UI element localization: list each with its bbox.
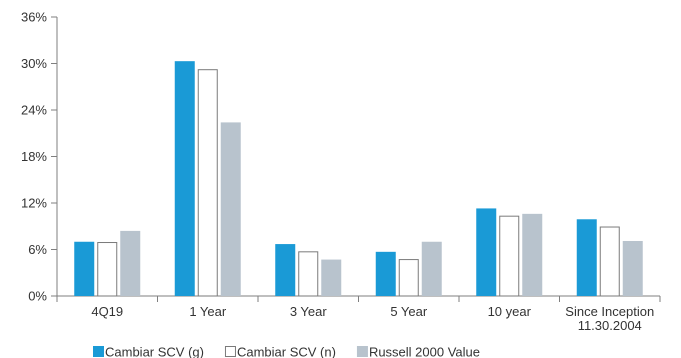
x-category-label: 3 Year (290, 304, 328, 319)
legend-label: Russell 2000 Value (369, 345, 480, 358)
bar-cambiar-scv-n (398, 259, 419, 297)
y-tick-label: 18% (21, 149, 47, 164)
x-category-label: 4Q19 (91, 304, 123, 319)
x-category-label: 11.30.2004 (578, 318, 642, 333)
bar-russell-2000-value (321, 259, 342, 296)
x-category-label: 10 year (488, 304, 532, 319)
bar-cambiar-scv-g (576, 219, 597, 296)
bar-cambiar-scv-g (74, 241, 95, 296)
bar-cambiar-scv-g (476, 208, 497, 296)
bar-russell-2000-value (421, 241, 442, 296)
bar-cambiar-scv-n (97, 242, 118, 297)
bar-cambiar-scv-n (298, 251, 319, 297)
bar-cambiar-scv-g (375, 251, 396, 296)
y-tick-label: 36% (21, 10, 47, 25)
bar-russell-2000-value (220, 122, 241, 297)
y-tick-label: 24% (21, 103, 47, 118)
x-category-label: 1 Year (189, 304, 227, 319)
bar-cambiar-scv-n (499, 215, 520, 297)
y-tick-label: 6% (28, 242, 47, 257)
y-axis: 0% 6% 12% 18% 24% 30% 36% (21, 10, 58, 304)
y-tick-label: 30% (21, 56, 47, 71)
y-tick-label: 12% (21, 196, 47, 211)
legend: Cambiar SCV (g) Cambiar SCV (n) Russell 20… (93, 345, 480, 358)
legend-swatch (93, 346, 104, 357)
legend-swatch (356, 346, 368, 357)
legend-label: Cambiar SCV (n) (237, 345, 336, 358)
legend-label: Cambiar SCV (g) (105, 345, 204, 358)
bars (74, 61, 643, 297)
bar-russell-2000-value (622, 240, 643, 296)
x-axis: 4Q19 1 Year 3 Year 5 Year 10 year Since Incep… (56, 295, 661, 333)
bar-cambiar-scv-g (174, 61, 195, 296)
y-tick-label: 0% (28, 289, 47, 304)
x-category-label: Since Inception (565, 304, 654, 319)
bar-russell-2000-value (522, 213, 543, 296)
bar-cambiar-scv-n (599, 226, 620, 297)
bar-cambiar-scv-n (197, 69, 218, 297)
x-category-label: 5 Year (390, 304, 428, 319)
bar-cambiar-scv-g (275, 244, 296, 296)
legend-swatch (224, 346, 236, 357)
bar-russell-2000-value (120, 230, 141, 296)
